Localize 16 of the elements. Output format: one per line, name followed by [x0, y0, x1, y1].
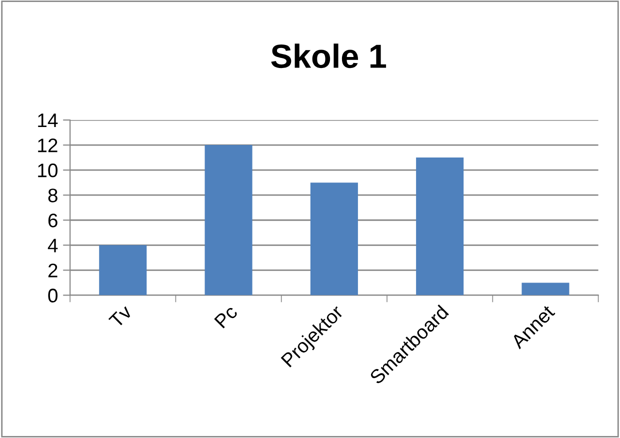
y-tick-label: 2: [48, 264, 58, 278]
y-tick-label: 14: [38, 114, 58, 128]
y-tick-label: 12: [38, 138, 58, 152]
bar: [204, 145, 252, 296]
y-tick-label: 8: [48, 188, 58, 202]
bar: [310, 182, 358, 296]
chart-title: Skole 1: [271, 44, 386, 68]
bar: [99, 245, 147, 296]
y-tick-label: 10: [38, 164, 58, 178]
y-tick-label: 0: [48, 288, 58, 302]
y-tick-label: 4: [48, 238, 58, 252]
bar: [416, 158, 464, 296]
bar: [522, 282, 570, 296]
y-tick-label: 6: [48, 214, 58, 228]
x-tick-label: Pc: [214, 304, 238, 329]
x-tick-label: Tv: [108, 304, 133, 328]
